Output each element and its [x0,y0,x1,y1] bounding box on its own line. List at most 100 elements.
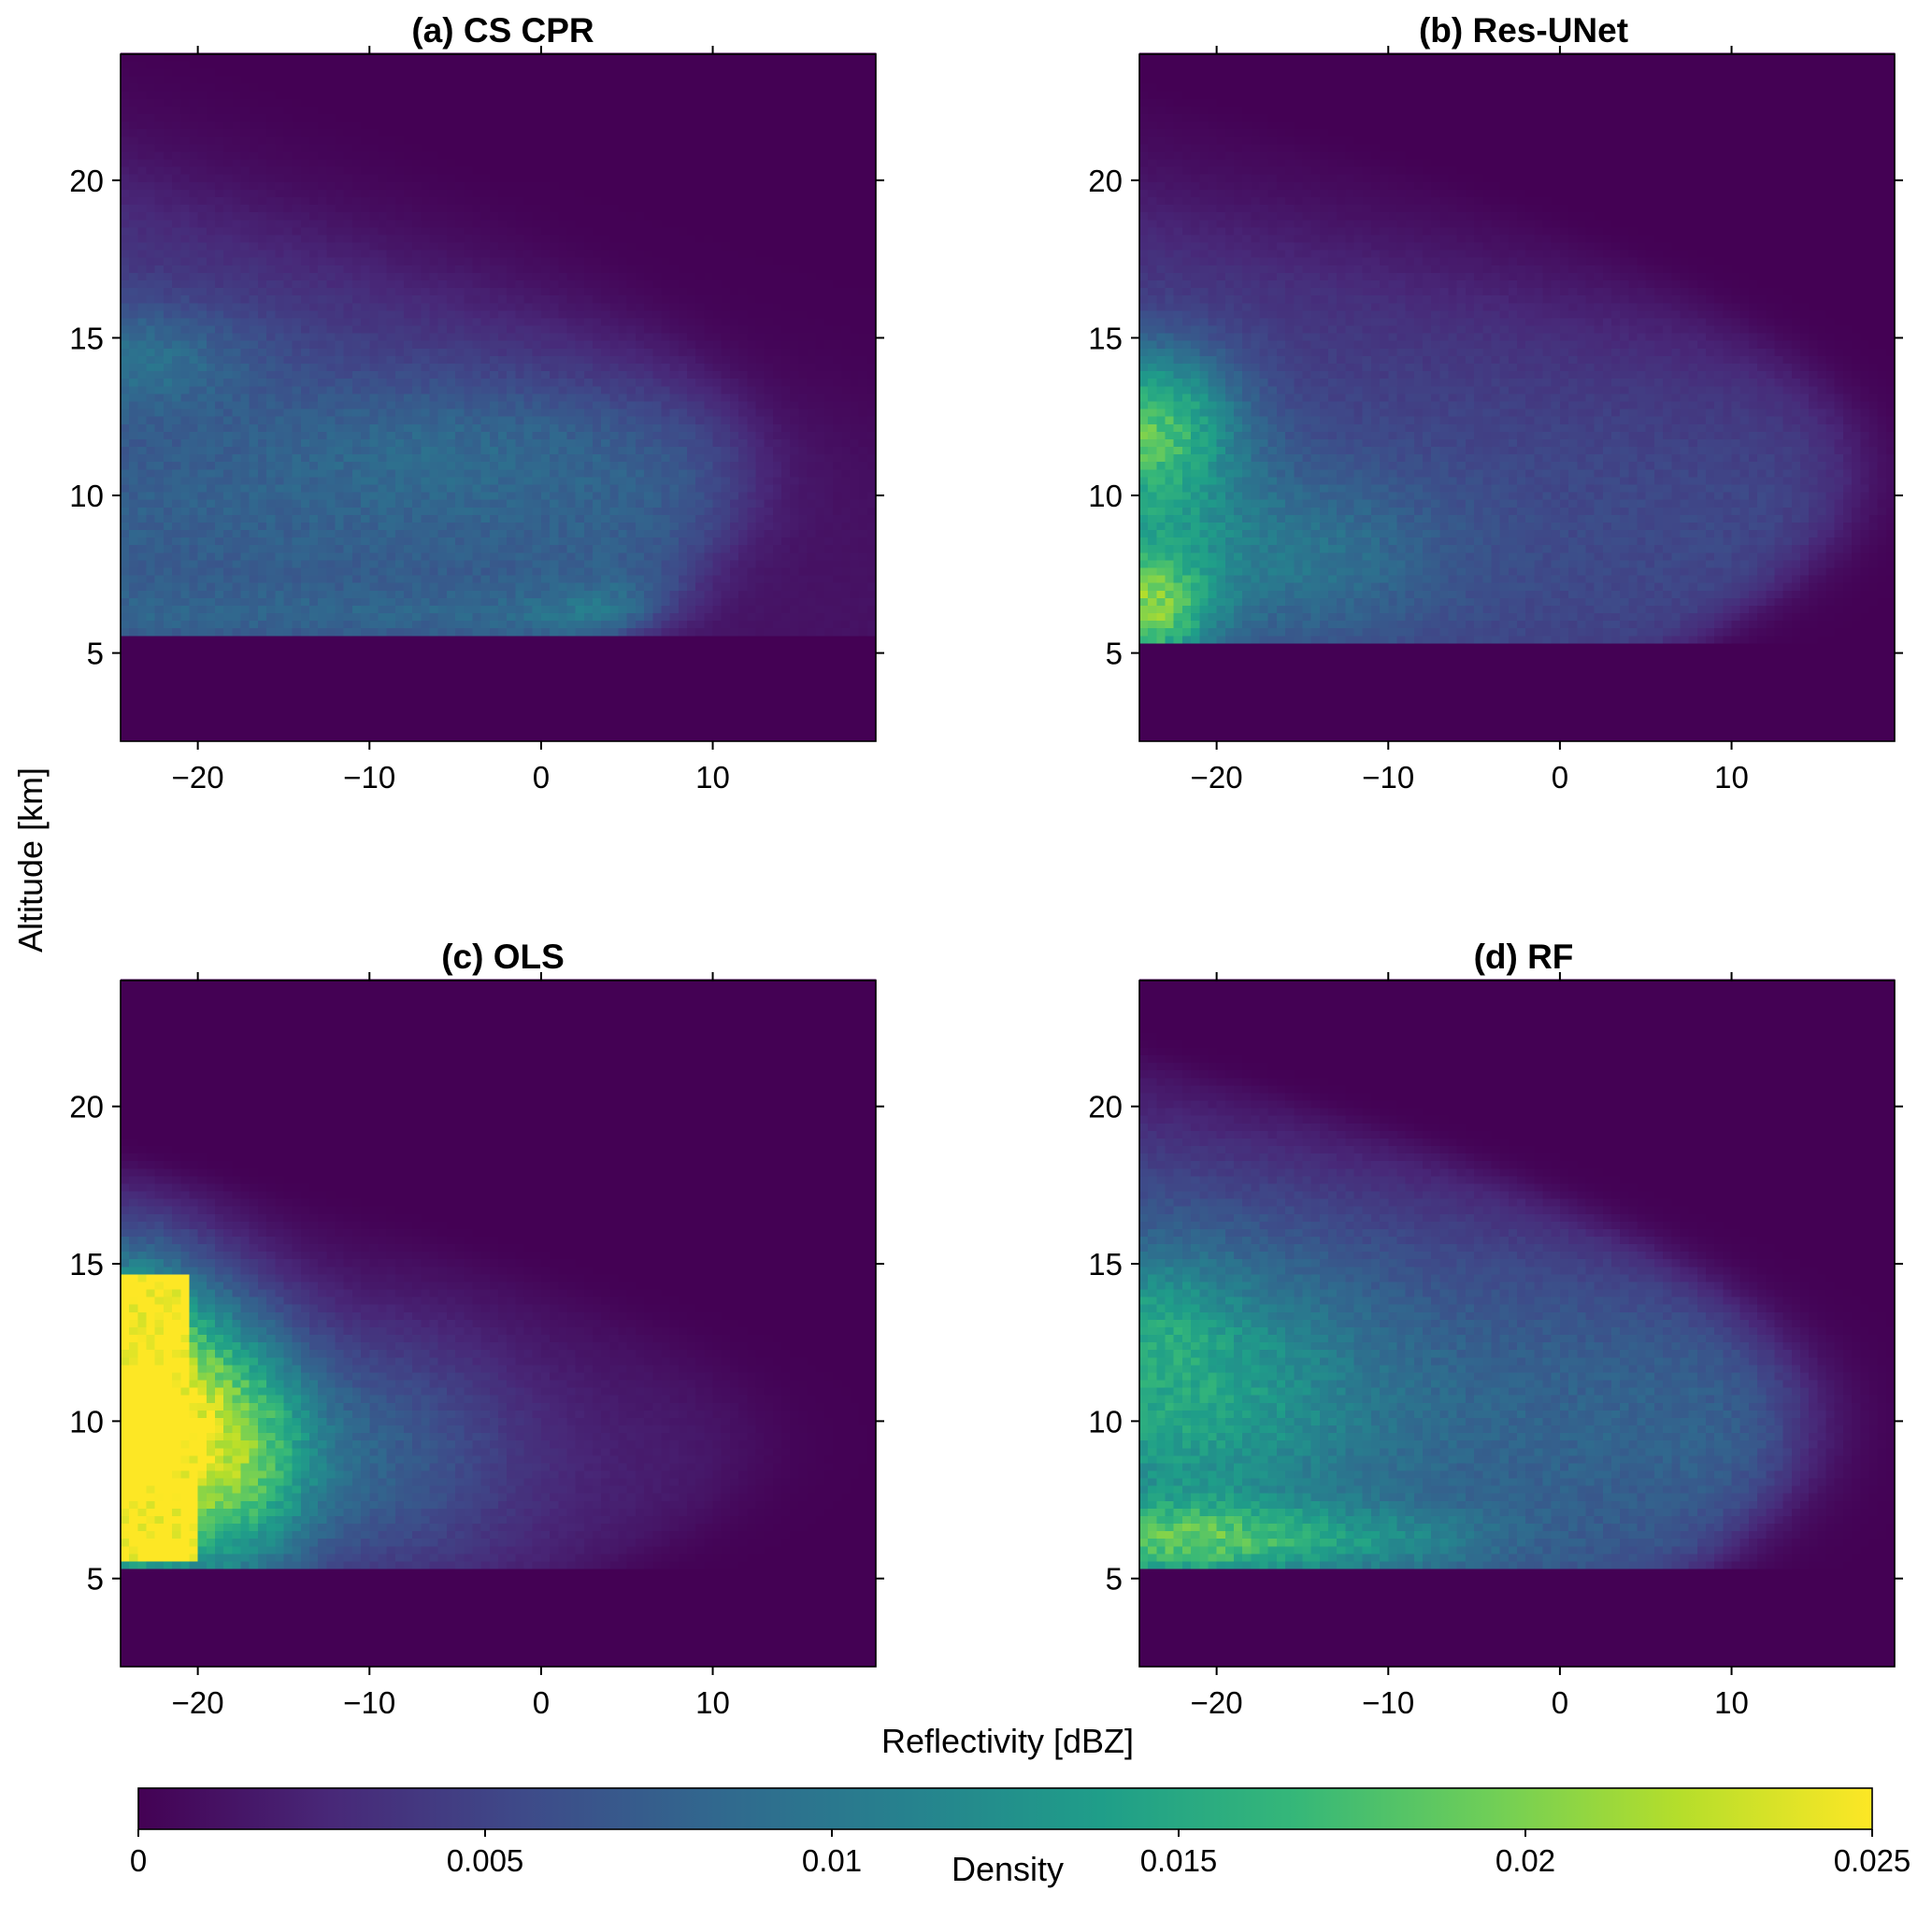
heatmap-cell [695,370,705,380]
heatmap-cell [575,566,585,576]
heatmap-cell [687,491,696,500]
heatmap-cell [137,408,148,417]
heatmap-cell [121,574,130,583]
heatmap-cell [661,559,671,568]
heatmap-cell [361,324,370,334]
heatmap-cell [558,642,568,652]
heatmap-cell [583,710,594,720]
heatmap-cell [472,438,482,448]
heatmap-cell [412,710,422,720]
heatmap-cell [626,499,637,508]
heatmap-cell [738,620,748,629]
heatmap-cell [823,468,834,478]
heatmap-cell [609,340,620,349]
heatmap-cell [618,597,628,606]
heatmap-cell [361,605,370,614]
heatmap-cell [550,551,559,561]
heatmap-cell [129,635,138,644]
heatmap-cell [223,408,233,417]
heatmap-cell [498,468,508,478]
heatmap-cell [532,650,542,659]
heatmap-cell [523,340,534,349]
heatmap-cell [593,559,602,568]
heatmap-cell [421,348,431,356]
heatmap-cell [215,544,224,553]
heatmap-cell [232,688,242,697]
heatmap-cell [738,431,748,439]
heatmap-cell [558,590,568,598]
heatmap-cell [326,627,336,637]
heatmap-cell [515,703,525,712]
heatmap-cell [798,499,809,508]
heatmap-cell [523,446,534,455]
heatmap-cell [669,710,680,720]
heatmap-cell [275,355,285,365]
heatmap-cell [275,688,285,697]
heatmap-cell [223,680,233,689]
heatmap-cell [369,559,379,568]
heatmap-cell [669,385,680,394]
heatmap-cell [704,605,714,614]
heatmap-cell [455,688,465,697]
heatmap-cell [652,400,663,409]
heatmap-cell [575,378,585,387]
heatmap-cell [351,666,362,674]
heatmap-cell [146,650,156,659]
heatmap-cell [635,605,645,614]
heatmap-cell [644,393,653,402]
heatmap-cell [446,657,456,666]
heatmap-cell [550,378,559,387]
heatmap-cell [489,483,499,493]
heatmap-cell [472,559,482,568]
heatmap-cell [635,522,645,531]
heatmap-cell [540,461,551,470]
heatmap-cell [593,370,602,380]
heatmap-cell [180,393,191,402]
heatmap-cell [644,423,653,432]
heatmap-cell [404,642,413,652]
heatmap-cell [823,657,834,666]
heatmap-cell [180,333,191,341]
heatmap-cell [378,688,388,697]
heatmap-cell [180,483,191,493]
heatmap-cell [394,605,405,614]
heatmap-cell [507,333,516,341]
heatmap-cell [712,423,723,432]
heatmap-cell [807,582,817,591]
heatmap-cell [583,400,594,409]
heatmap-cell [601,590,610,598]
heatmap-cell [687,680,696,689]
heatmap-cell [626,348,637,356]
heatmap-cell [455,400,465,409]
heatmap-cell [437,635,448,644]
heatmap-cell [215,680,224,689]
heatmap-cell [850,446,860,455]
heatmap-cell [189,695,199,705]
heatmap-cell [566,483,577,493]
heatmap-cell [421,446,431,455]
heatmap-cell [593,620,602,629]
heatmap-cell [421,333,431,341]
heatmap-cell [129,370,138,380]
heatmap-cell [687,627,696,637]
heatmap-cell [858,408,868,417]
heatmap-cell [223,453,233,463]
heatmap-cell [240,574,250,583]
heatmap-cell [394,491,405,500]
heatmap-cell [550,718,559,727]
heatmap-cell [386,514,396,523]
heatmap-cell [249,673,259,681]
heatmap-cell [300,453,310,463]
heatmap-cell [283,348,293,356]
heatmap-cell [326,688,336,697]
heatmap-cell [498,476,508,485]
heatmap-cell [249,650,259,659]
heatmap-cell [833,483,842,493]
heatmap-cell [609,468,620,478]
heatmap-cell [437,324,448,334]
heatmap-cell [292,642,302,652]
heatmap-cell [678,453,688,463]
heatmap-cell [807,620,817,629]
heatmap-cell [480,408,491,417]
heatmap-cell [197,551,208,561]
